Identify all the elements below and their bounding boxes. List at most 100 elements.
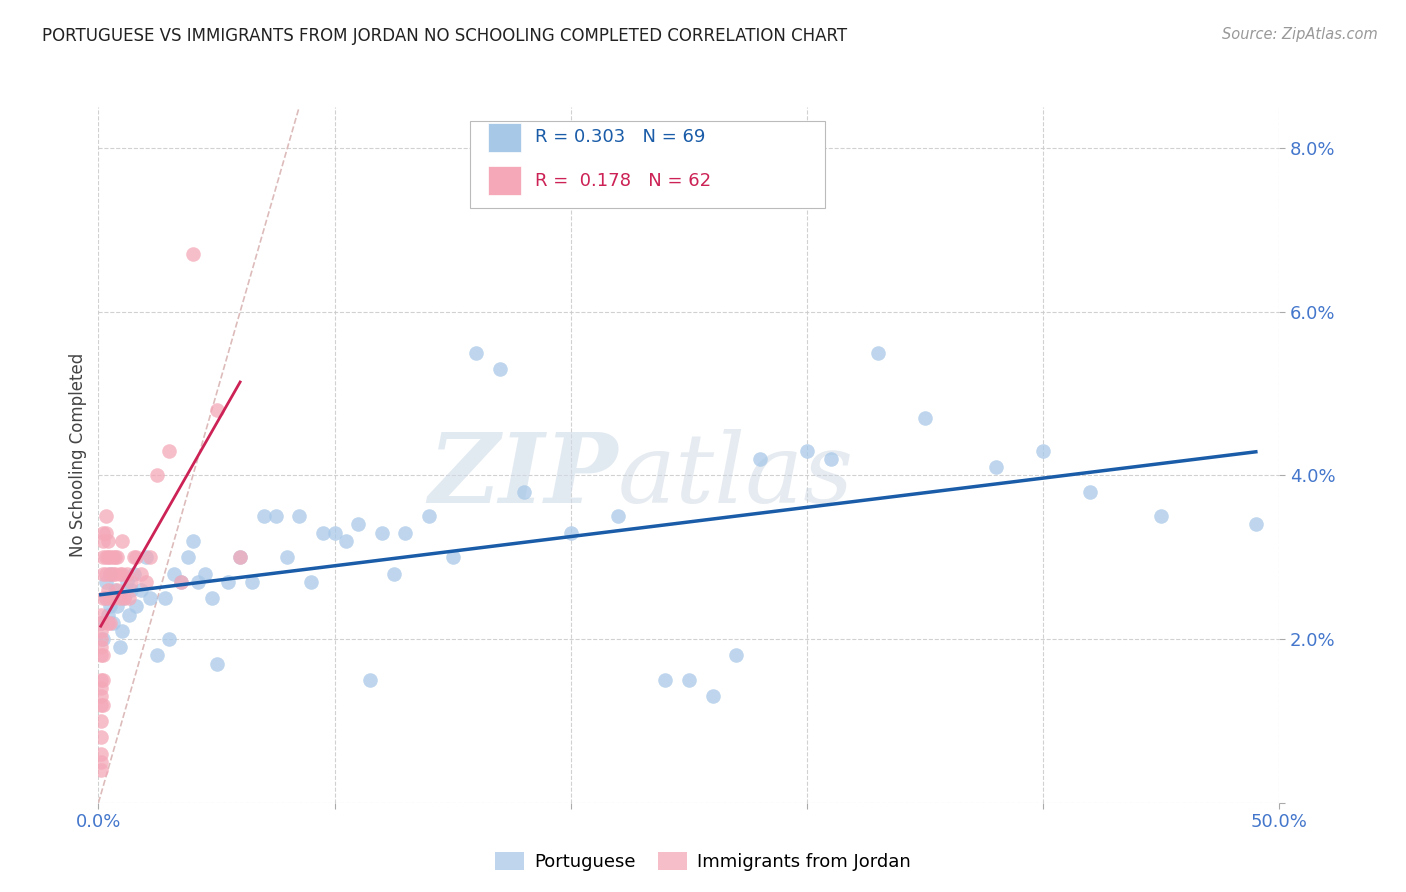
- Point: [101, 615, 124, 630]
- Point: [115, 574, 138, 589]
- Point: [105, 599, 128, 614]
- Point: [104, 550, 127, 565]
- Point: [135, 574, 157, 589]
- Point: [177, 550, 200, 565]
- Point: [97, 533, 120, 548]
- Point: [323, 525, 346, 540]
- Point: [678, 673, 700, 687]
- Point: [90, 615, 112, 630]
- Text: atlas: atlas: [619, 429, 855, 523]
- Point: [98, 566, 121, 581]
- Point: [101, 591, 124, 606]
- Point: [129, 566, 152, 581]
- Point: [90, 624, 112, 638]
- Point: [229, 550, 252, 565]
- Point: [94, 591, 117, 606]
- Point: [276, 550, 298, 565]
- Point: [115, 566, 138, 581]
- Point: [98, 566, 121, 581]
- Point: [90, 632, 112, 646]
- Text: ZIP: ZIP: [429, 429, 619, 523]
- Point: [135, 550, 157, 565]
- Point: [820, 452, 842, 467]
- Point: [90, 640, 112, 655]
- Point: [90, 648, 112, 663]
- Point: [90, 763, 112, 777]
- Point: [312, 525, 335, 540]
- Point: [153, 591, 176, 606]
- Point: [418, 509, 440, 524]
- Point: [91, 533, 114, 548]
- Point: [125, 599, 148, 614]
- Point: [914, 411, 936, 425]
- Point: [240, 574, 263, 589]
- Point: [94, 525, 117, 540]
- Point: [299, 574, 322, 589]
- Point: [94, 509, 117, 524]
- Text: PORTUGUESE VS IMMIGRANTS FROM JORDAN NO SCHOOLING COMPLETED CORRELATION CHART: PORTUGUESE VS IMMIGRANTS FROM JORDAN NO …: [42, 27, 848, 45]
- Point: [382, 566, 405, 581]
- Point: [129, 582, 152, 597]
- Point: [91, 698, 114, 712]
- Point: [118, 607, 141, 622]
- Point: [253, 509, 276, 524]
- Point: [146, 468, 169, 483]
- Point: [796, 443, 818, 458]
- Y-axis label: No Schooling Completed: No Schooling Completed: [69, 353, 87, 557]
- Point: [101, 566, 124, 581]
- Point: [1032, 443, 1054, 458]
- Point: [90, 755, 112, 769]
- Point: [97, 550, 120, 565]
- Point: [111, 566, 134, 581]
- Point: [866, 345, 889, 359]
- Bar: [488, 123, 522, 152]
- Point: [1080, 484, 1102, 499]
- Text: R = 0.303   N = 69: R = 0.303 N = 69: [536, 128, 706, 146]
- Point: [122, 550, 145, 565]
- Point: [97, 582, 120, 597]
- Point: [187, 574, 209, 589]
- Point: [112, 591, 135, 606]
- Point: [1244, 517, 1267, 532]
- Point: [105, 550, 128, 565]
- Point: [157, 632, 180, 646]
- Point: [560, 525, 582, 540]
- Point: [101, 550, 124, 565]
- Point: [90, 714, 112, 728]
- Point: [181, 247, 204, 261]
- Point: [441, 550, 464, 565]
- Point: [112, 591, 135, 606]
- Point: [91, 632, 114, 646]
- Point: [97, 615, 120, 630]
- Point: [1150, 509, 1173, 524]
- Point: [90, 607, 112, 622]
- Point: [111, 533, 134, 548]
- Point: [91, 591, 114, 606]
- Point: [725, 648, 748, 663]
- Point: [118, 591, 141, 606]
- Point: [170, 574, 193, 589]
- Point: [371, 525, 394, 540]
- Point: [163, 566, 186, 581]
- Point: [489, 362, 512, 376]
- Point: [607, 509, 630, 524]
- Point: [91, 525, 114, 540]
- Point: [104, 582, 127, 597]
- Point: [654, 673, 676, 687]
- Point: [91, 566, 114, 581]
- Point: [170, 574, 193, 589]
- Point: [394, 525, 416, 540]
- Point: [205, 657, 228, 671]
- Point: [121, 574, 143, 589]
- Point: [105, 582, 128, 597]
- Point: [146, 648, 169, 663]
- Point: [122, 566, 145, 581]
- Point: [98, 550, 121, 565]
- Point: [288, 509, 311, 524]
- Point: [465, 345, 488, 359]
- Point: [90, 615, 112, 630]
- Point: [264, 509, 287, 524]
- Point: [98, 591, 121, 606]
- Point: [702, 690, 724, 704]
- Point: [111, 624, 134, 638]
